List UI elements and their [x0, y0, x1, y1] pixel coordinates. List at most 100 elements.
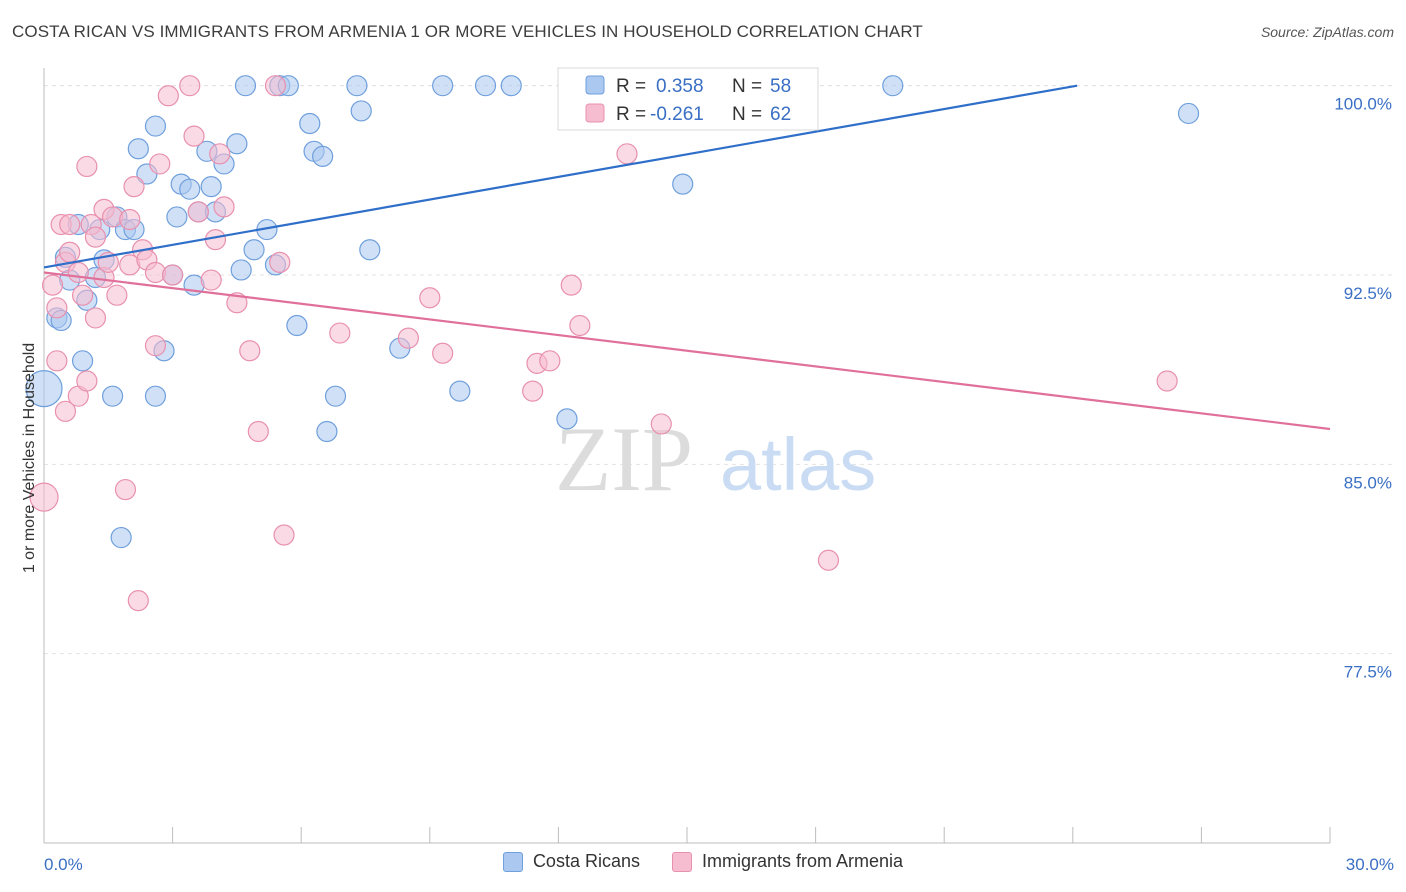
legend-swatch-armenia	[671, 851, 692, 872]
costa-rican-point	[312, 145, 334, 167]
legend-swatch-pink	[585, 103, 605, 123]
armenia-point	[560, 274, 582, 296]
armenia-point	[209, 143, 231, 165]
armenia-point	[46, 297, 68, 319]
legend-label-costa-ricans: Costa Ricans	[532, 851, 640, 871]
costa-rican-point	[672, 173, 694, 195]
armenia-point	[144, 335, 167, 357]
costa-rican-point	[144, 115, 167, 137]
armenia-point	[84, 226, 107, 248]
armenia-point	[269, 251, 291, 273]
costa-rican-point	[166, 206, 188, 228]
armenia-point	[67, 261, 89, 284]
costa-rican-point	[226, 133, 248, 155]
watermark-atlas: atlas	[720, 423, 876, 506]
armenia-point	[1156, 370, 1178, 392]
armenia-point	[226, 292, 248, 314]
armenia-point	[157, 85, 179, 107]
legend-swatch-blue	[585, 75, 605, 95]
costa-rican-point	[179, 178, 201, 200]
armenia-point	[183, 125, 205, 147]
data-points	[25, 75, 1200, 612]
armenia-point	[616, 143, 638, 165]
armenia-point	[187, 201, 209, 223]
armenia-point	[419, 287, 441, 309]
armenia-point	[329, 322, 351, 344]
legend-n-value-2: 62	[770, 104, 791, 125]
armenia-point	[179, 75, 201, 97]
legend-label-armenia: Immigrants from Armenia	[701, 851, 904, 871]
costa-rican-point	[144, 385, 167, 407]
armenia-point	[273, 524, 295, 546]
y-tick-label: 85.0%	[1344, 473, 1392, 492]
legend-n-label-2: N =	[732, 104, 762, 125]
armenia-point	[200, 269, 222, 291]
costa-rican-point	[474, 75, 497, 97]
armenia-point	[247, 420, 269, 443]
costa-rican-point	[350, 100, 372, 122]
costa-rican-point	[1177, 102, 1200, 125]
y-tick-label: 77.5%	[1344, 663, 1392, 682]
costa-rican-point	[25, 370, 63, 408]
armenia-point	[522, 380, 544, 402]
armenia-point	[397, 327, 419, 349]
costa-rican-point	[110, 526, 132, 549]
armenia-point	[149, 153, 171, 175]
armenia-point	[264, 75, 287, 97]
trend-lines	[43, 84, 1331, 431]
armenia-point	[650, 413, 672, 435]
armenia-point	[59, 213, 81, 236]
costa-rican-point	[234, 75, 257, 97]
costa-rican-point	[316, 420, 338, 443]
armenia-point	[106, 284, 128, 306]
armenia-point	[76, 370, 98, 392]
y-tick-label: 92.5%	[1344, 284, 1392, 303]
costa-rican-point	[71, 350, 94, 372]
grid-lines	[44, 85, 1392, 655]
costa-rican-point	[127, 138, 149, 160]
legend-r-label-2: R =	[616, 104, 646, 125]
costa-rican-point	[449, 380, 471, 402]
armenia-trend-line	[43, 271, 1331, 431]
x-tick-labels: 0.0% 30.0%	[44, 855, 1394, 874]
costa-rican-trend-line	[43, 84, 1078, 269]
y-tick-labels: 77.5% 85.0% 92.5% 100.0%	[1334, 95, 1392, 682]
costa-rican-point	[101, 385, 124, 407]
legend-n-label-1: N =	[732, 76, 762, 97]
armenia-point	[162, 264, 184, 286]
costa-rican-point	[346, 75, 368, 97]
armenia-point	[119, 208, 141, 231]
costa-rican-point	[230, 259, 252, 281]
legend-box: R = 0.358 N = 58 R = -0.261 N = 62	[557, 67, 819, 131]
armenia-point	[76, 155, 98, 178]
armenia-point	[127, 590, 149, 612]
chart-title: COSTA RICAN VS IMMIGRANTS FROM ARMENIA 1…	[12, 22, 923, 41]
legend-item-armenia: Immigrants from Armenia	[671, 851, 904, 872]
legend-r-label-1: R =	[616, 76, 646, 97]
armenia-point	[114, 478, 137, 501]
legend-swatch-costa-ricans	[502, 851, 523, 872]
legend-r-value-2: -0.261	[650, 104, 704, 125]
y-tick-label: 100.0%	[1334, 95, 1392, 114]
costa-rican-point	[299, 112, 321, 135]
y-axis-title: 1 or more Vehicles in Household	[21, 343, 38, 573]
armenia-point	[539, 350, 561, 372]
armenia-point	[71, 284, 94, 306]
armenia-point	[569, 314, 591, 337]
armenia-point	[817, 549, 840, 571]
legend-item-costa-ricans: Costa Ricans	[502, 851, 640, 872]
x-tick-label-start: 0.0%	[44, 855, 83, 874]
armenia-point	[59, 241, 81, 263]
source-label: Source: ZipAtlas.com	[1260, 24, 1394, 40]
costa-rican-point	[500, 75, 522, 97]
armenia-point	[84, 307, 107, 329]
costa-rican-point	[882, 75, 904, 97]
x-tick-label-end: 30.0%	[1346, 855, 1394, 874]
armenia-point	[123, 176, 145, 198]
costa-rican-point	[324, 385, 347, 407]
armenia-point	[46, 350, 68, 372]
costa-rican-point	[243, 239, 265, 261]
costa-rican-point	[432, 75, 454, 97]
costa-rican-point	[359, 239, 381, 261]
